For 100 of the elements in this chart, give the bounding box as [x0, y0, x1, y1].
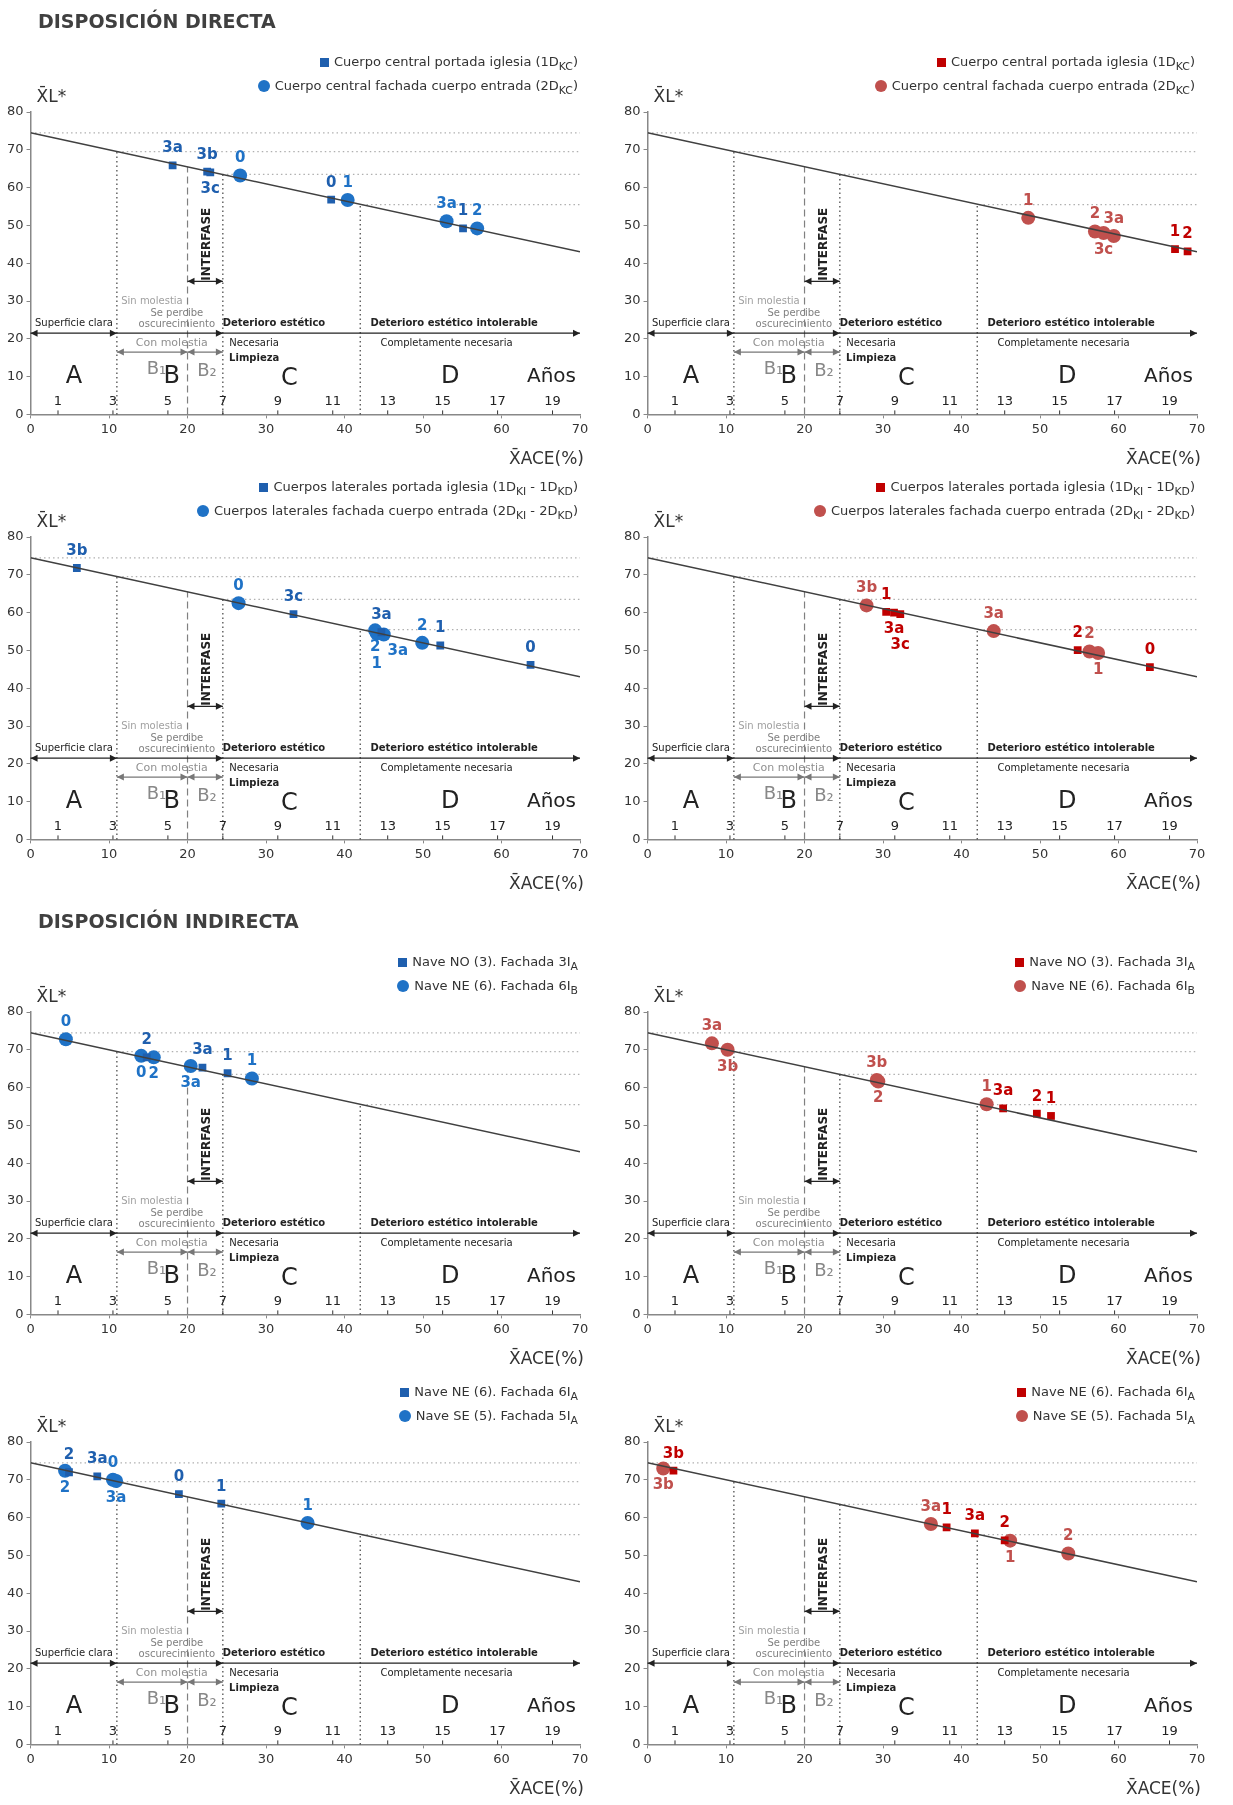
y-tick-label: 0 — [15, 405, 24, 421]
annotation: INTERFASE — [199, 1537, 214, 1611]
y-tick-label: 80 — [7, 1003, 24, 1019]
annotation: Se percibe oscurecimiento — [755, 1637, 833, 1660]
legend-label: Nave NE (6). Fachada 6I$_{A}$ — [1031, 1384, 1195, 1403]
annotation: A — [682, 1690, 700, 1719]
annotation: 3b — [855, 578, 878, 597]
y-tick-label: 30 — [7, 1192, 24, 1208]
y-tick-label: 70 — [7, 141, 24, 157]
annotation: 1 — [1169, 222, 1181, 241]
x2-tick-label: 3 — [108, 1723, 118, 1739]
legend-label: Nave NE (6). Fachada 6I$_{A}$ — [414, 1384, 578, 1403]
y-tick-label: 30 — [624, 717, 641, 733]
x2-tick-label: 9 — [890, 1723, 899, 1739]
y-tick-label: 60 — [7, 1078, 24, 1094]
annotation: C — [280, 362, 298, 391]
x-axis-title: X̄ACE(%) — [1125, 1346, 1201, 1368]
x2-tick-label: 5 — [780, 1293, 790, 1309]
annotation: 2 — [873, 1088, 884, 1107]
annotation: A — [682, 360, 700, 389]
annotation: Deterioro estético intolerable — [987, 742, 1156, 754]
x-tick-label: 30 — [257, 1320, 275, 1336]
x2-tick-label: 11 — [941, 1293, 959, 1309]
y-tick-label: 20 — [624, 330, 641, 346]
legend-label: Nave NO (3). Fachada 3I$_{A}$ — [1029, 954, 1195, 973]
x-tick-label: 60 — [493, 1750, 510, 1766]
x2-tick-label: 5 — [163, 1723, 173, 1739]
y-tick-label: 20 — [7, 1230, 24, 1246]
x2-tick-label: 15 — [1051, 818, 1068, 834]
legend-label: Cuerpos laterales portada iglesia (1D$_{KI}$ - 1D$_{KD}$) — [890, 479, 1195, 498]
x2-axis-title: Años — [1143, 362, 1193, 387]
annotation: INTERFASE — [816, 1107, 831, 1181]
x-tick-label: 30 — [874, 420, 892, 436]
x-tick-label: 10 — [717, 1320, 735, 1336]
annotation: 0 — [136, 1062, 147, 1081]
y-tick-label: 60 — [7, 178, 24, 194]
x2-tick-label: 3 — [725, 1723, 735, 1739]
annotation: 3b — [652, 1475, 675, 1494]
annotation: Deterioro estético intolerable — [987, 1647, 1156, 1659]
x2-tick-label: 17 — [489, 393, 506, 409]
x2-axis-title: Años — [1143, 1262, 1193, 1287]
annotation: Superficie clara — [652, 317, 730, 329]
annotation: B₂ — [197, 1688, 217, 1710]
annotation: 3b — [196, 144, 218, 163]
x2-tick-label: 19 — [544, 1723, 561, 1739]
x2-axis-title: Años — [1143, 787, 1193, 812]
annotation: Limpieza — [846, 352, 897, 364]
y-tick-label: 80 — [624, 528, 641, 544]
x2-tick-label: 13 — [996, 1293, 1013, 1309]
x2-tick-label: 1 — [670, 818, 680, 834]
annotation: C — [280, 787, 298, 816]
x-tick-label: 60 — [1110, 845, 1127, 861]
x-tick-label: 20 — [179, 1320, 196, 1336]
annotation: Necesaria — [229, 762, 279, 774]
annotation: Sin molestia — [738, 719, 800, 731]
x2-axis-title: Años — [1143, 1692, 1193, 1717]
x2-tick-label: 17 — [1106, 818, 1123, 834]
annotation: Se percibe oscurecimiento — [138, 1207, 216, 1230]
x-tick-label: 60 — [1110, 420, 1127, 436]
x2-axis-title: Años — [526, 1692, 576, 1717]
y-tick-label: 10 — [7, 1267, 24, 1283]
annotation: 2 — [1072, 622, 1083, 641]
annotation: A — [65, 1690, 83, 1719]
x2-tick-label: 7 — [835, 1293, 844, 1309]
annotation: 3a — [387, 641, 409, 660]
annotation: Con molestia — [752, 336, 825, 350]
annotation: 3a — [105, 1487, 127, 1506]
y-tick-label: 20 — [7, 330, 24, 346]
annotation: Necesaria — [229, 1667, 279, 1679]
x-tick-label: 30 — [257, 845, 275, 861]
x2-tick-label: 15 — [434, 1723, 451, 1739]
annotation: INTERFASE — [199, 1107, 214, 1181]
annotation: Deterioro estético — [839, 317, 943, 329]
x2-tick-label: 1 — [53, 818, 63, 834]
x2-tick-label: 17 — [489, 818, 506, 834]
y-axis-title: X̄L* — [653, 1414, 684, 1436]
x-tick-label: 60 — [1110, 1750, 1127, 1766]
x2-tick-label: 7 — [218, 1723, 227, 1739]
annotation: Deterioro estético intolerable — [370, 1647, 539, 1659]
y-tick-label: 0 — [632, 1305, 641, 1321]
x-tick-label: 70 — [1188, 1750, 1206, 1766]
x2-tick-label: 9 — [890, 1293, 899, 1309]
legend-label: Cuerpos laterales fachada cuerpo entrada (2D$_{KI}$ - 2D$_{KD}$) — [213, 502, 578, 522]
x-tick-label: 10 — [100, 845, 118, 861]
y-tick-label: 10 — [7, 367, 24, 383]
annotation: B₂ — [814, 358, 834, 380]
annotation: 1 — [302, 1495, 313, 1514]
annotation: Necesaria — [846, 1667, 896, 1679]
annotation: Completamente necesaria — [997, 1237, 1130, 1249]
legend-label: Nave NE (6). Fachada 6I$_{B}$ — [1031, 977, 1195, 997]
x-tick-label: 10 — [717, 1750, 735, 1766]
chart-title: DISPOSICIÓN INDIRECTA — [38, 910, 299, 932]
x-tick-label: 60 — [493, 1320, 510, 1336]
annotation: Sin molestia — [121, 719, 183, 731]
x2-tick-label: 5 — [780, 393, 790, 409]
x2-tick-label: 11 — [324, 393, 342, 409]
x2-tick-label: 9 — [273, 1293, 282, 1309]
annotation: 3a — [192, 1040, 213, 1059]
y-tick-label: 40 — [624, 1584, 641, 1600]
x-tick-label: 10 — [100, 420, 118, 436]
